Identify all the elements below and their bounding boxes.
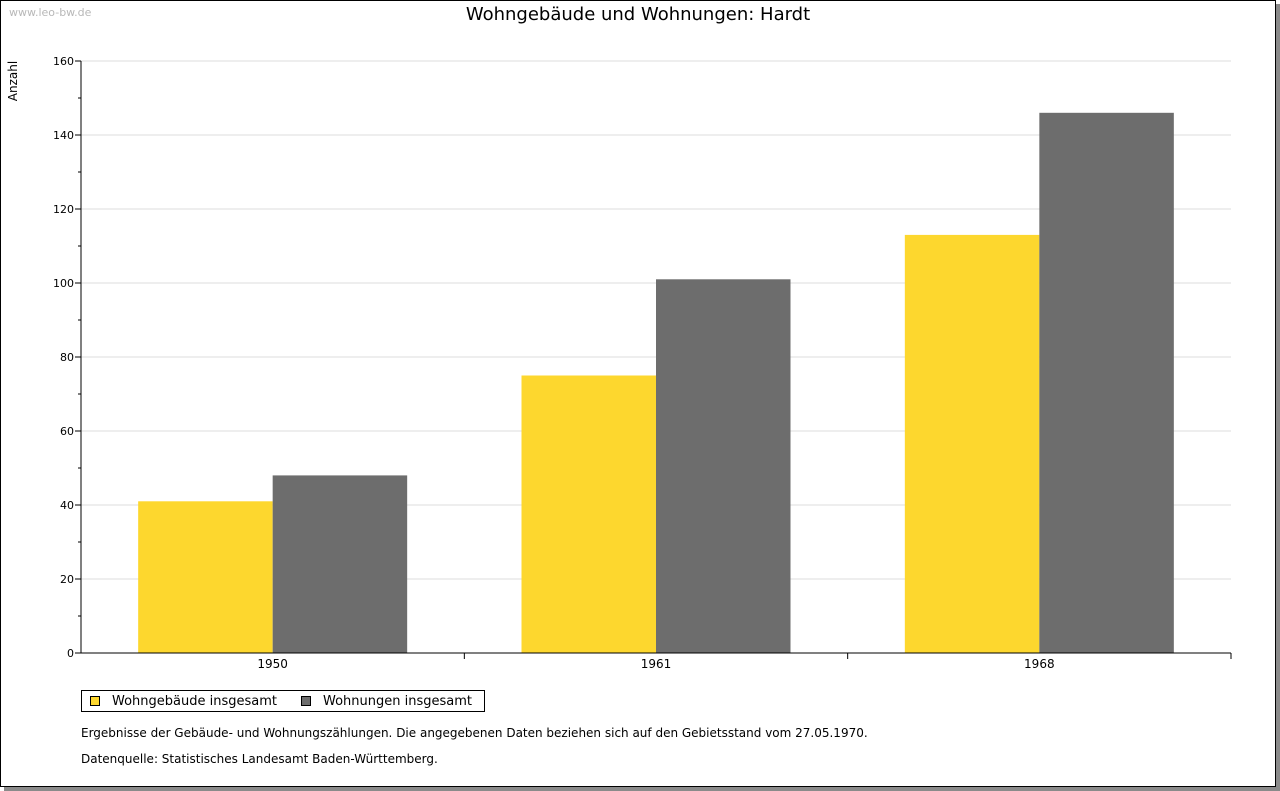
bar-wohngebaeude-1961	[521, 375, 656, 653]
y-tick-label-20: 20	[60, 573, 74, 586]
x-tick-label-1950: 1950	[257, 657, 288, 671]
bar-wohnungen-1950	[272, 475, 408, 653]
y-tick-label-160: 160	[53, 55, 74, 68]
y-tick-label-140: 140	[53, 129, 74, 142]
legend-item-wohnungen: Wohnungen insgesamt	[301, 694, 472, 709]
chart-title: Wohngebäude und Wohnungen: Hardt	[465, 4, 811, 25]
y-tick-label-80: 80	[60, 351, 74, 364]
y-tick-label-40: 40	[60, 499, 74, 512]
chart-plot: 0 20 40 60 80 100 120 140 160 1950 1961 1968 Anzahl	[6, 55, 1232, 671]
legend-item-wohngebaeude: Wohngebäude insgesamt	[90, 694, 277, 709]
x-tick-label-1961: 1961	[641, 657, 672, 671]
y-tick-label-100: 100	[53, 277, 74, 290]
y-tick-label-0: 0	[67, 647, 74, 660]
y-axis-label: Anzahl	[6, 61, 20, 101]
watermark: www.leo-bw.de	[9, 6, 92, 19]
footnote-census: Ergebnisse der Gebäude- und Wohnungszähl…	[81, 726, 868, 740]
chart-legend: Wohngebäude insgesamt Wohnungen insgesam…	[81, 690, 485, 712]
legend-swatch-wohnungen	[301, 696, 311, 706]
legend-swatch-wohngebaeude	[90, 696, 100, 706]
x-tick-label-1968: 1968	[1024, 657, 1055, 671]
y-tick-label-60: 60	[60, 425, 74, 438]
legend-label-wohngebaeude: Wohngebäude insgesamt	[112, 693, 277, 709]
legend-label-wohnungen: Wohnungen insgesamt	[323, 693, 472, 709]
bar-wohngebaeude-1968	[904, 234, 1040, 653]
bar-wohnungen-1961	[656, 279, 791, 653]
bar-wohnungen-1968	[1039, 112, 1174, 654]
footnote-source: Datenquelle: Statistisches Landesamt Bad…	[81, 752, 438, 766]
y-tick-label-120: 120	[53, 203, 74, 216]
bar-wohngebaeude-1950	[138, 501, 273, 653]
